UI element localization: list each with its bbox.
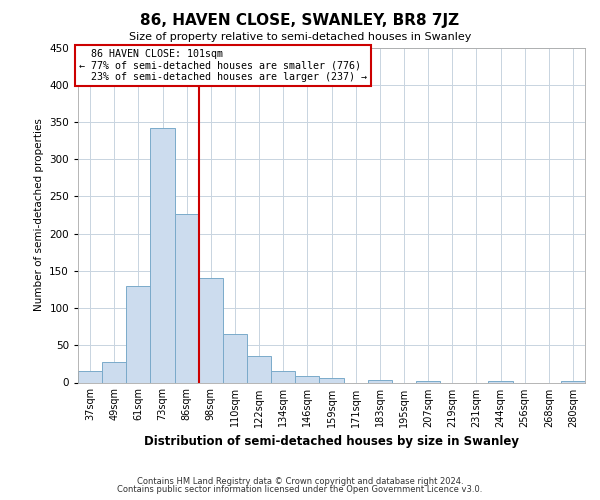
- X-axis label: Distribution of semi-detached houses by size in Swanley: Distribution of semi-detached houses by …: [144, 435, 519, 448]
- Bar: [295, 376, 319, 382]
- Y-axis label: Number of semi-detached properties: Number of semi-detached properties: [34, 118, 44, 312]
- Text: 86 HAVEN CLOSE: 101sqm
← 77% of semi-detached houses are smaller (776)
  23% of : 86 HAVEN CLOSE: 101sqm ← 77% of semi-det…: [79, 49, 367, 82]
- Bar: [102, 362, 126, 382]
- Bar: [416, 381, 440, 382]
- Bar: [271, 372, 295, 382]
- Bar: [151, 128, 175, 382]
- Bar: [247, 356, 271, 382]
- Bar: [78, 372, 102, 382]
- Bar: [175, 214, 199, 382]
- Bar: [368, 380, 392, 382]
- Bar: [223, 334, 247, 382]
- Bar: [199, 278, 223, 382]
- Bar: [488, 381, 512, 382]
- Text: Contains HM Land Registry data © Crown copyright and database right 2024.: Contains HM Land Registry data © Crown c…: [137, 477, 463, 486]
- Text: 86, HAVEN CLOSE, SWANLEY, BR8 7JZ: 86, HAVEN CLOSE, SWANLEY, BR8 7JZ: [140, 12, 460, 28]
- Text: Contains public sector information licensed under the Open Government Licence v3: Contains public sector information licen…: [118, 485, 482, 494]
- Bar: [319, 378, 344, 382]
- Bar: [561, 381, 585, 382]
- Bar: [126, 286, 151, 382]
- Text: Size of property relative to semi-detached houses in Swanley: Size of property relative to semi-detach…: [129, 32, 471, 42]
